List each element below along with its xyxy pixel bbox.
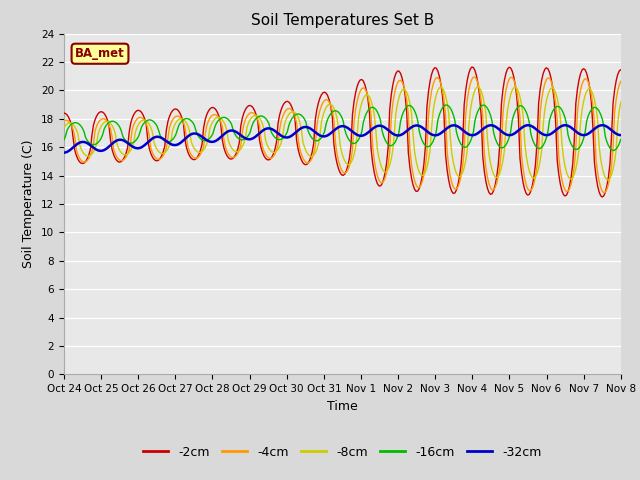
Title: Soil Temperatures Set B: Soil Temperatures Set B — [251, 13, 434, 28]
X-axis label: Time: Time — [327, 400, 358, 413]
Legend: -2cm, -4cm, -8cm, -16cm, -32cm: -2cm, -4cm, -8cm, -16cm, -32cm — [138, 441, 547, 464]
Y-axis label: Soil Temperature (C): Soil Temperature (C) — [22, 140, 35, 268]
Text: BA_met: BA_met — [75, 47, 125, 60]
